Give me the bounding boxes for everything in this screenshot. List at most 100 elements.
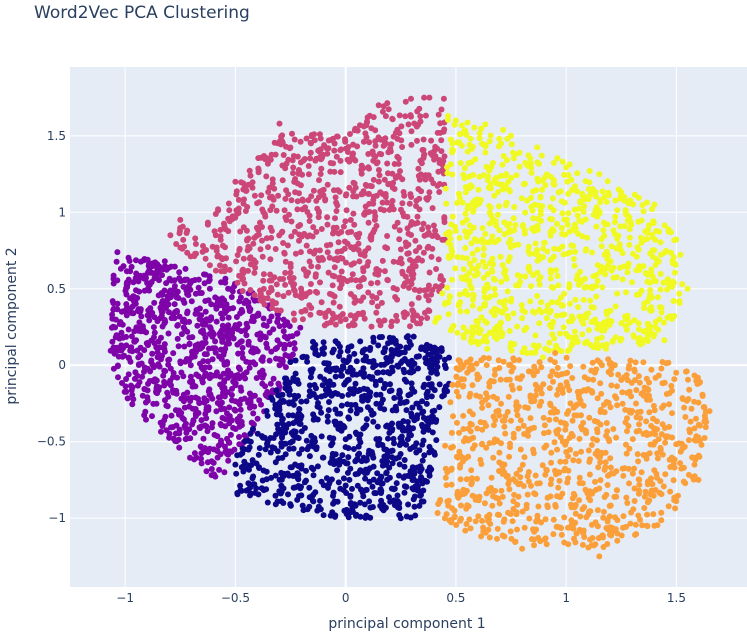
scatter-point (431, 344, 438, 351)
scatter-point (360, 138, 367, 145)
scatter-point (414, 213, 421, 220)
scatter-point (257, 373, 264, 380)
scatter-point (167, 287, 174, 294)
scatter-point (303, 398, 310, 405)
scatter-point (530, 372, 537, 379)
scatter-point (436, 381, 443, 388)
scatter-point (689, 454, 696, 461)
scatter-point (688, 405, 695, 412)
scatter-point (637, 516, 643, 523)
scatter-point (638, 239, 645, 246)
scatter-point (598, 243, 605, 250)
scatter-point (202, 364, 209, 371)
scatter-point (649, 206, 656, 213)
scatter-point (600, 508, 607, 515)
scatter-point (525, 152, 532, 159)
scatter-point (493, 438, 500, 445)
scatter-point (252, 259, 259, 266)
scatter-point (255, 310, 262, 317)
scatter-point (286, 400, 293, 407)
scatter-point (546, 309, 553, 316)
scatter-point (396, 387, 403, 394)
scatter-point (462, 189, 469, 196)
scatter-point (299, 197, 306, 204)
scatter-point (316, 309, 323, 316)
scatter-point (192, 250, 199, 257)
scatter-point (161, 258, 168, 265)
scatter-point (419, 398, 426, 405)
scatter-point (433, 437, 440, 444)
scatter-point (426, 94, 433, 101)
scatter-point (673, 236, 680, 243)
scatter-point (273, 281, 280, 288)
scatter-point (558, 348, 565, 355)
scatter-point (572, 510, 579, 517)
scatter-point (504, 408, 511, 415)
scatter-point (531, 309, 538, 316)
scatter-point (368, 323, 375, 330)
scatter-point (181, 343, 188, 350)
scatter-point (550, 319, 556, 326)
scatter-point (347, 500, 354, 506)
scatter-point (614, 235, 621, 242)
scatter-point (243, 332, 250, 339)
scatter-point (402, 239, 409, 246)
scatter-point (353, 431, 360, 438)
scatter-point (386, 206, 393, 213)
scatter-point (246, 444, 253, 451)
scatter-point (607, 455, 614, 462)
scatter-point (144, 365, 151, 372)
scatter-point (238, 306, 245, 313)
scatter-point (310, 344, 317, 351)
scatter-point (372, 153, 379, 160)
scatter-point (117, 265, 124, 272)
scatter-point (442, 185, 449, 192)
scatter-point (491, 192, 498, 199)
scatter-point (235, 350, 242, 357)
scatter-point (419, 421, 425, 428)
scatter-point (378, 490, 384, 496)
scatter-point (344, 460, 351, 467)
scatter-point (624, 415, 630, 422)
scatter-point (345, 391, 352, 398)
scatter-point (516, 163, 523, 170)
scatter-point (370, 176, 377, 183)
scatter-point (408, 141, 415, 148)
scatter-point (298, 465, 305, 472)
scatter-point (612, 303, 619, 310)
scatter-point (251, 292, 258, 299)
scatter-point (614, 517, 621, 524)
scatter-point (225, 451, 232, 458)
scatter-point (314, 507, 321, 514)
scatter-point (402, 98, 409, 105)
scatter-point (324, 379, 331, 386)
scatter-point (463, 359, 470, 366)
scatter-point (537, 193, 544, 200)
scatter-point (489, 215, 496, 222)
scatter-point (469, 302, 476, 309)
scatter-point (506, 486, 513, 493)
scatter-point (565, 190, 572, 197)
scatter-point (226, 266, 233, 273)
scatter-point (136, 288, 143, 295)
scatter-point (319, 382, 326, 389)
scatter-point (381, 446, 388, 453)
scatter-point (387, 381, 393, 388)
scatter-point (225, 457, 232, 464)
scatter-point (475, 318, 482, 325)
scatter-point (290, 164, 297, 171)
scatter-point (181, 243, 188, 250)
scatter-point (243, 297, 250, 304)
scatter-point (142, 408, 149, 415)
scatter-point (347, 131, 353, 137)
scatter-point (299, 206, 306, 213)
scatter-point (485, 518, 491, 524)
scatter-point (409, 404, 416, 411)
scatter-point (250, 318, 257, 324)
scatter-point (203, 351, 210, 358)
scatter-point (671, 260, 678, 267)
scatter-point (512, 151, 519, 158)
scatter-point (383, 423, 390, 430)
scatter-point (297, 182, 304, 189)
scatter-point (342, 137, 349, 144)
